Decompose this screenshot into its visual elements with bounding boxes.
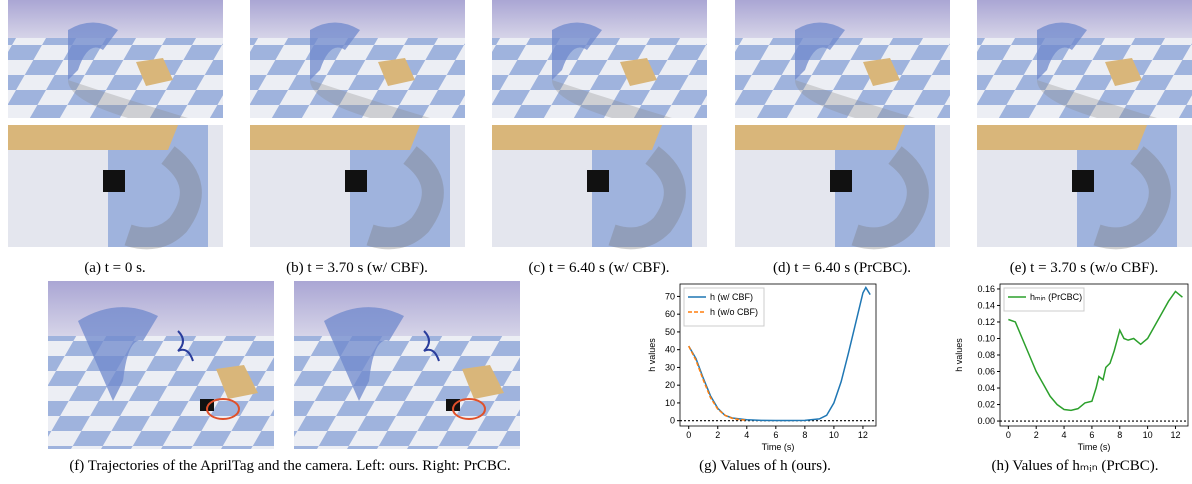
- render-image: [977, 0, 1192, 118]
- panels: [8, 0, 1192, 449]
- caption: (g) Values of h (ours).: [699, 458, 831, 474]
- render-image: [492, 125, 707, 247]
- render-image: [48, 281, 274, 449]
- y-tick-label: 0.12: [977, 317, 995, 327]
- render-image: [977, 125, 1192, 247]
- x-tick-label: 12: [1170, 430, 1180, 440]
- y-tick-label: 20: [665, 380, 675, 390]
- y-tick-label: 40: [665, 345, 675, 355]
- render-image: [735, 125, 950, 247]
- x-tick-label: 10: [829, 430, 839, 440]
- x-tick-label: 0: [686, 430, 691, 440]
- render-image: [250, 125, 465, 247]
- y-axis-label: h values: [647, 338, 657, 372]
- render-image: [735, 0, 950, 118]
- x-tick-label: 6: [773, 430, 778, 440]
- x-axis-label: Time (s): [762, 442, 795, 452]
- render-image: [294, 281, 520, 449]
- x-tick-label: 4: [1062, 430, 1067, 440]
- figure: (a) t = 0 s. (b) t = 3.70 s (w/ CBF). (c…: [0, 0, 1192, 484]
- caption: (a) t = 0 s.: [84, 260, 145, 276]
- caption: (e) t = 3.70 s (w/o CBF).: [1010, 260, 1158, 276]
- render-image: [8, 0, 223, 118]
- y-tick-label: 0.02: [977, 400, 995, 410]
- y-tick-label: 0.08: [977, 350, 995, 360]
- legend-label: h (w/ CBF): [710, 292, 753, 302]
- x-tick-label: 8: [1117, 430, 1122, 440]
- y-tick-label: 0.06: [977, 367, 995, 377]
- y-axis-label: h values: [954, 338, 964, 372]
- x-tick-label: 4: [744, 430, 749, 440]
- x-tick-label: 0: [1006, 430, 1011, 440]
- y-tick-label: 0: [670, 416, 675, 426]
- y-tick-label: 70: [665, 291, 675, 301]
- legend-label: h (w/o CBF): [710, 307, 758, 317]
- x-tick-label: 10: [1143, 430, 1153, 440]
- y-tick-label: 30: [665, 362, 675, 372]
- render-image: [492, 0, 707, 118]
- y-tick-label: 0.14: [977, 300, 995, 310]
- x-tick-label: 8: [802, 430, 807, 440]
- x-axis-label: Time (s): [1078, 442, 1111, 452]
- x-tick-label: 12: [858, 430, 868, 440]
- y-tick-label: 0.10: [977, 333, 995, 343]
- y-tick-label: 10: [665, 398, 675, 408]
- x-tick-label: 2: [1034, 430, 1039, 440]
- y-tick-label: 0.16: [977, 284, 995, 294]
- caption: (d) t = 6.40 s (PrCBC).: [773, 260, 911, 276]
- x-tick-label: 6: [1089, 430, 1094, 440]
- y-tick-label: 0.00: [977, 416, 995, 426]
- y-tick-label: 50: [665, 327, 675, 337]
- caption: (b) t = 3.70 s (w/ CBF).: [286, 260, 428, 276]
- y-tick-label: 60: [665, 309, 675, 319]
- caption: (c) t = 6.40 s (w/ CBF).: [529, 260, 670, 276]
- legend-label: hₘᵢₙ (PrCBC): [1030, 292, 1082, 302]
- caption: (h) Values of hₘᵢₙ (PrCBC).: [991, 458, 1158, 474]
- render-image: [8, 125, 223, 247]
- caption: (f) Trajectories of the AprilTag and the…: [69, 458, 510, 474]
- render-image: [250, 0, 465, 118]
- x-tick-label: 2: [715, 430, 720, 440]
- y-tick-label: 0.04: [977, 383, 995, 393]
- data-line: [689, 346, 747, 420]
